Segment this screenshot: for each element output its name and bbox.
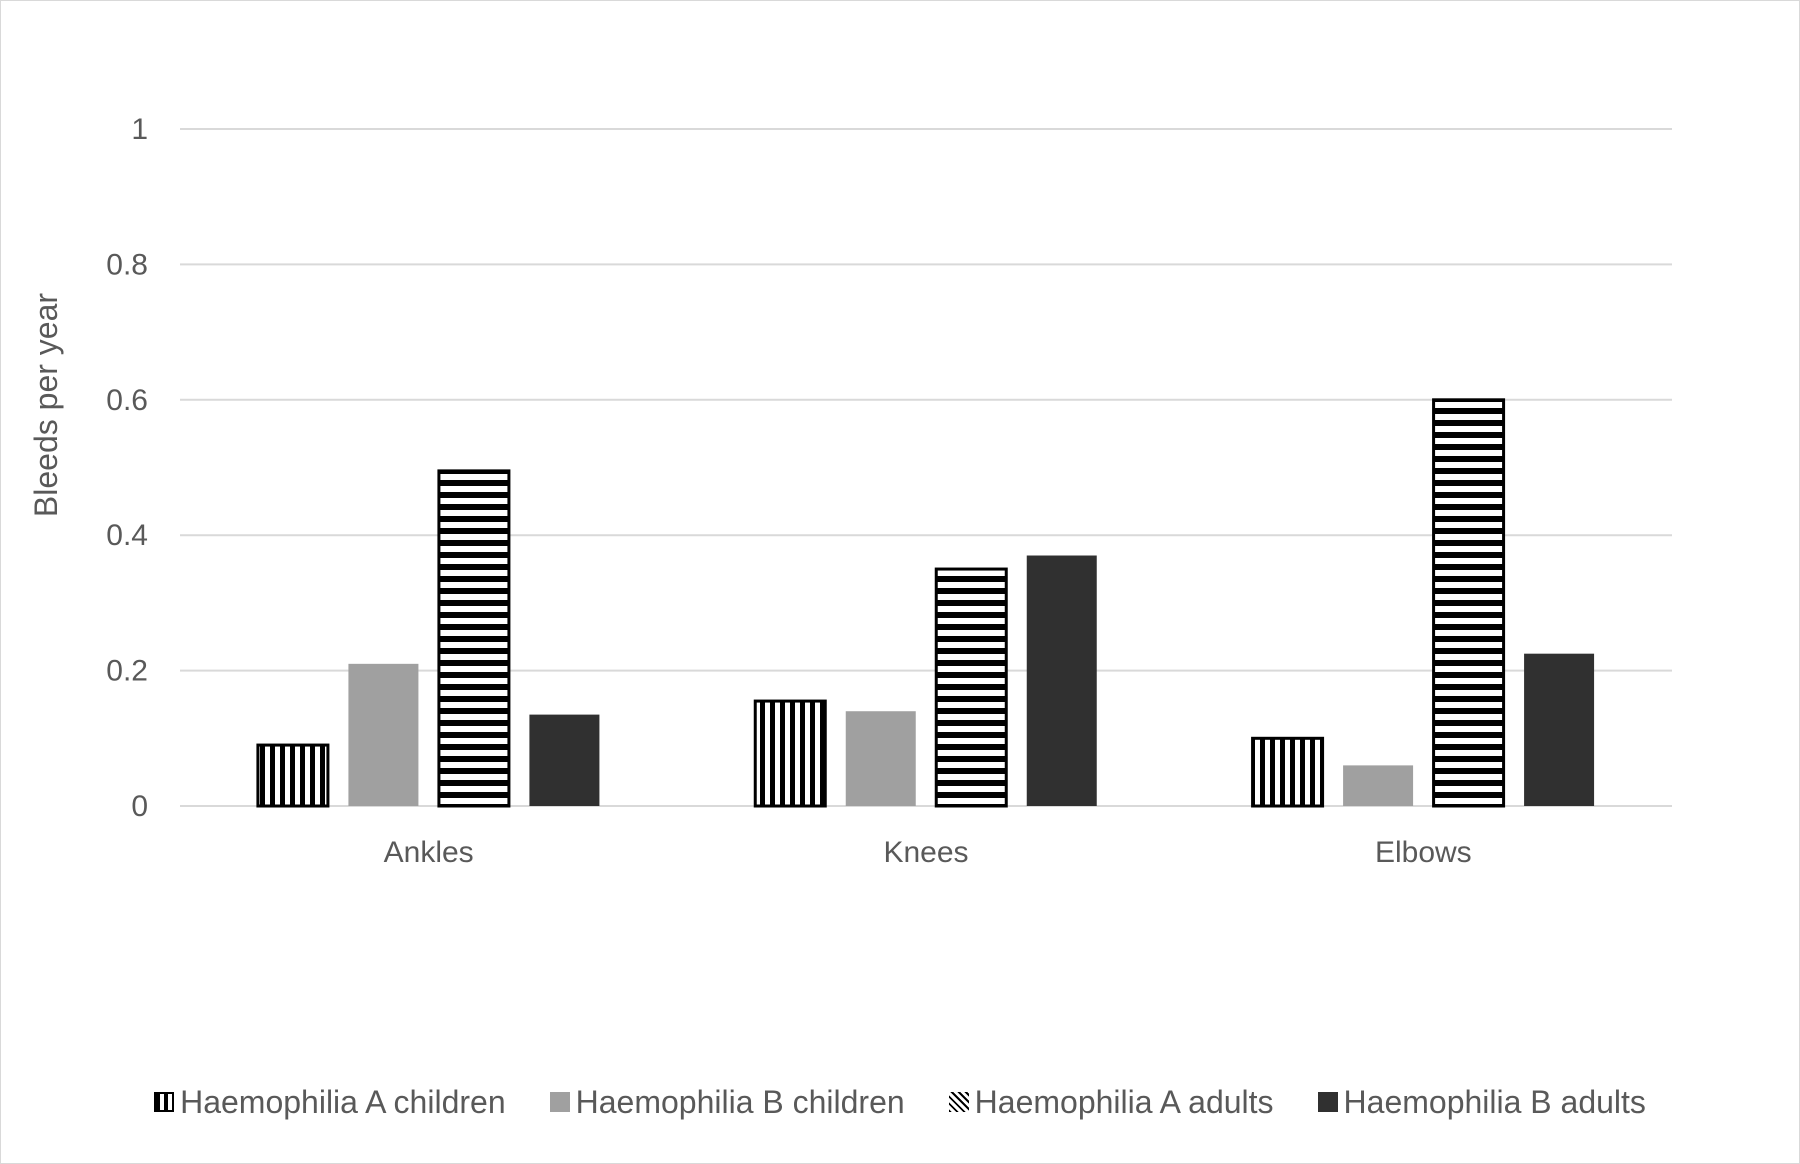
legend-item: Haemophilia A children bbox=[154, 1084, 506, 1121]
legend-label: Haemophilia A adults bbox=[974, 1083, 1274, 1120]
legend-swatch bbox=[948, 1092, 969, 1112]
bar-ankles-series-2 bbox=[348, 663, 419, 806]
y-tick-label: 0.8 bbox=[106, 248, 148, 281]
y-axis-label: Bleeds per year bbox=[28, 293, 64, 517]
x-axis-categories: Ankles Knees Elbows bbox=[384, 836, 1472, 869]
legend-label: Haemophilia A children bbox=[180, 1083, 506, 1120]
bar-knees-series-1 bbox=[753, 699, 827, 808]
bar-knees-series-2 bbox=[845, 711, 916, 806]
x-category-label: Elbows bbox=[1375, 836, 1472, 869]
bars bbox=[256, 398, 1595, 808]
y-tick-label: 0 bbox=[131, 790, 148, 823]
x-category-label: Knees bbox=[883, 836, 968, 869]
y-axis-ticks: 0 0.2 0.4 0.6 0.8 1 bbox=[106, 113, 148, 823]
legend: Haemophilia A children Haemophilia B chil… bbox=[0, 1082, 1800, 1122]
bar-ankles-series-3 bbox=[437, 469, 511, 808]
gridlines bbox=[180, 128, 1672, 807]
bar-elbows-series-3 bbox=[1432, 398, 1506, 808]
bar-elbows-series-4 bbox=[1524, 653, 1595, 806]
y-tick-label: 0.4 bbox=[106, 519, 148, 552]
y-tick-label: 1 bbox=[131, 113, 148, 146]
legend-swatch bbox=[549, 1092, 570, 1112]
bar-ankles-series-4 bbox=[529, 714, 600, 806]
bar-knees-series-3 bbox=[934, 567, 1008, 808]
legend-item: Haemophilia A adults bbox=[948, 1083, 1274, 1121]
y-tick-label: 0.6 bbox=[106, 384, 148, 417]
bar-elbows-series-2 bbox=[1343, 765, 1414, 806]
legend-label: Haemophilia B children bbox=[575, 1083, 905, 1120]
bar-ankles-series-1 bbox=[256, 743, 330, 808]
y-tick-label: 0.2 bbox=[106, 655, 148, 688]
legend-item: Haemophilia B adults bbox=[1317, 1083, 1646, 1121]
bar-knees-series-4 bbox=[1026, 555, 1097, 806]
legend-swatch bbox=[1317, 1092, 1338, 1112]
legend-item: Haemophilia B children bbox=[549, 1083, 905, 1121]
x-category-label: Ankles bbox=[384, 836, 474, 869]
legend-label: Haemophilia B adults bbox=[1343, 1083, 1646, 1120]
bar-elbows-series-1 bbox=[1251, 736, 1325, 808]
legend-swatch bbox=[154, 1092, 175, 1112]
